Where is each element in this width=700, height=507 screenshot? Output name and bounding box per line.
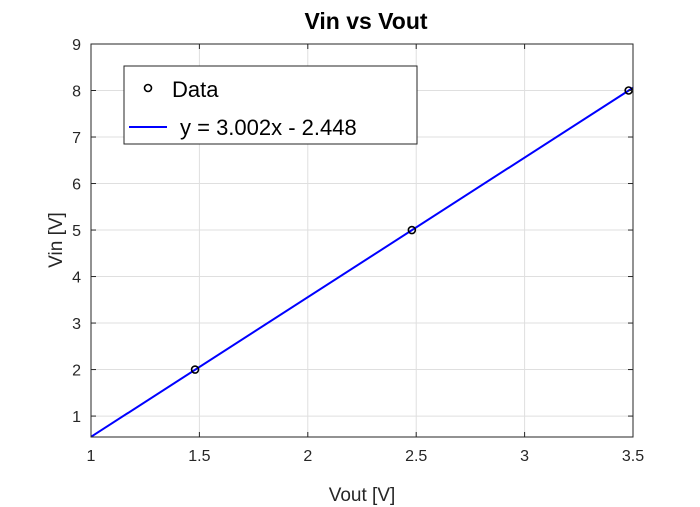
- x-tick-label: 2.5: [405, 448, 427, 465]
- y-tick-label: 5: [72, 223, 81, 240]
- y-tick-label: 3: [72, 316, 81, 333]
- y-tick-label: 2: [72, 363, 81, 380]
- legend: Data y = 3.002x - 2.448: [123, 65, 418, 145]
- legend-marker-data: [143, 83, 153, 93]
- x-tick-label: 2: [303, 448, 312, 465]
- data-point: [407, 225, 417, 235]
- legend-label-fit: y = 3.002x - 2.448: [180, 115, 357, 140]
- y-tick-label: 9: [72, 37, 81, 54]
- data-point: [190, 365, 200, 374]
- ticks: 1 1.5 2 2.5 3 3.5 1 2 3 4 5 6 7 8 9: [72, 37, 644, 465]
- y-tick-label: 4: [72, 270, 81, 287]
- legend-box: [123, 65, 418, 145]
- x-tick-label: 3.5: [622, 448, 644, 465]
- y-tick-label: 8: [72, 84, 81, 101]
- y-axis-label: Vin [V]: [46, 212, 67, 268]
- plot-frame: [90, 43, 634, 438]
- chart-title: Vin vs Vout: [304, 8, 427, 34]
- y-tick-label: 1: [72, 409, 81, 426]
- x-axis-label: Vout [V]: [329, 485, 396, 506]
- legend-label-data: Data: [172, 77, 219, 102]
- x-tick-label: 1.5: [188, 448, 210, 465]
- x-tick-label: 3: [520, 448, 529, 465]
- x-tick-label: 1: [87, 448, 96, 465]
- fit-line: [90, 86, 634, 438]
- series-layer: [90, 86, 634, 438]
- y-tick-label: 6: [72, 177, 81, 194]
- y-tick-label: 7: [72, 130, 81, 147]
